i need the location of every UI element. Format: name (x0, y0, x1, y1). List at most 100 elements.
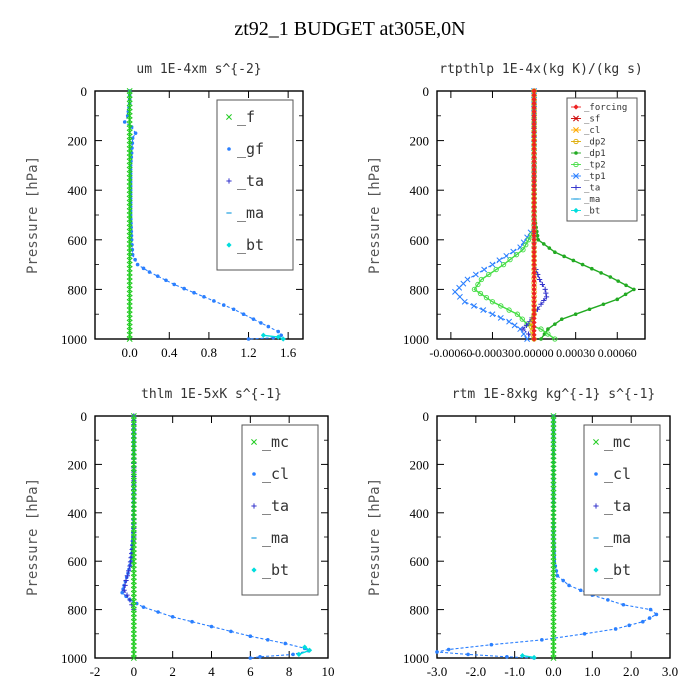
legend-marker (593, 439, 599, 445)
data-point (587, 307, 592, 312)
data-point (531, 200, 537, 206)
data-point (540, 638, 544, 642)
data-point (472, 271, 479, 278)
data-point (519, 652, 526, 659)
y-tick-label: 200 (68, 134, 88, 149)
data-point (500, 261, 507, 268)
data-point (552, 336, 558, 342)
data-point (553, 250, 557, 254)
data-point (531, 286, 537, 292)
data-point (531, 204, 537, 210)
data-point (129, 125, 134, 129)
data-point (147, 270, 152, 274)
panel-3: thlm 1E-5xK s^{-1} Pressure [hPa] 0 200 400 6… (25, 387, 335, 679)
series-bt (260, 332, 286, 342)
x-tick-label: 4 (208, 664, 215, 679)
data-point (647, 616, 652, 620)
x-tick-label: -3.0 (427, 664, 448, 679)
data-point (258, 654, 262, 659)
y-axis-label: Pressure [hPa] (25, 156, 41, 274)
legend-label: _dp2 (584, 138, 606, 148)
data-point (134, 601, 139, 606)
legend-label: _bt (262, 561, 289, 579)
data-point (543, 290, 549, 296)
data-point (435, 650, 439, 654)
data-point (120, 590, 124, 595)
y-tick-label: 800 (410, 603, 430, 618)
data-point (231, 307, 236, 312)
data-point (531, 332, 537, 338)
legend-label: _ma (584, 195, 600, 205)
data-point (477, 290, 484, 297)
data-point (480, 307, 487, 314)
legend-marker (573, 184, 579, 191)
x-tick-label: 0.4 (161, 345, 178, 360)
data-point (524, 321, 530, 327)
data-point (531, 129, 537, 135)
series-line (124, 91, 283, 340)
data-point (580, 262, 585, 267)
legend-label: _bt (584, 207, 600, 217)
data-point (539, 337, 543, 341)
data-point (127, 563, 133, 569)
data-point (241, 312, 246, 317)
y-tick-label: 0 (423, 409, 430, 424)
data-point (531, 117, 537, 123)
data-point (483, 295, 490, 301)
data-point (489, 299, 496, 305)
data-point (126, 336, 133, 342)
legend-label: _ma (604, 529, 631, 547)
data-point (537, 276, 543, 283)
data-point (506, 318, 513, 325)
x-tick-label: 1.6 (280, 345, 297, 360)
y-tick-label: 400 (410, 506, 430, 521)
legend-label: _tp1 (584, 172, 606, 182)
legend: _forcing _sf_cl _dp2_dp1 _tp2_tp1 _ta_ma _bt (566, 97, 638, 222)
data-point (190, 619, 194, 624)
data-point (531, 187, 537, 193)
legend-marker (573, 161, 579, 168)
legend-marker (251, 567, 257, 573)
data-point (608, 275, 613, 279)
series-line (436, 416, 658, 659)
data-point (523, 242, 529, 248)
y-tick-label: 600 (68, 554, 88, 569)
legend-marker (594, 472, 598, 476)
data-point (531, 92, 537, 98)
data-point (541, 297, 547, 304)
data-point (486, 271, 492, 278)
legend-marker (574, 151, 578, 155)
data-point (531, 138, 537, 144)
data-point (471, 286, 478, 293)
data-point (550, 655, 557, 661)
data-point (531, 315, 537, 321)
data-point (531, 88, 537, 94)
legend-marker (593, 567, 599, 573)
legend-marker (226, 242, 232, 248)
legend: _mc _cl _ta _ma _bt (241, 424, 319, 596)
data-point (531, 257, 537, 264)
legend-marker (251, 503, 257, 509)
data-point (531, 274, 537, 280)
y-tick-label: 200 (410, 134, 430, 149)
legend-marker (226, 178, 232, 184)
data-point (601, 302, 606, 307)
data-point (182, 286, 186, 291)
data-point (503, 252, 510, 259)
data-point (567, 583, 571, 588)
legend-label: _sf (584, 115, 600, 125)
data-point (531, 319, 537, 326)
data-point (531, 179, 537, 185)
legend-label: _ma (262, 529, 289, 547)
data-point (481, 266, 488, 273)
series-mc (550, 413, 557, 661)
legend-marker (251, 439, 257, 445)
data-point (302, 644, 308, 650)
data-point (221, 303, 226, 307)
data-point (259, 321, 263, 325)
panel-title: rtm 1E-8xkg kg^{-1} s^{-1} (452, 387, 656, 402)
data-point (590, 266, 594, 271)
data-point (624, 283, 628, 288)
data-point (542, 332, 547, 336)
